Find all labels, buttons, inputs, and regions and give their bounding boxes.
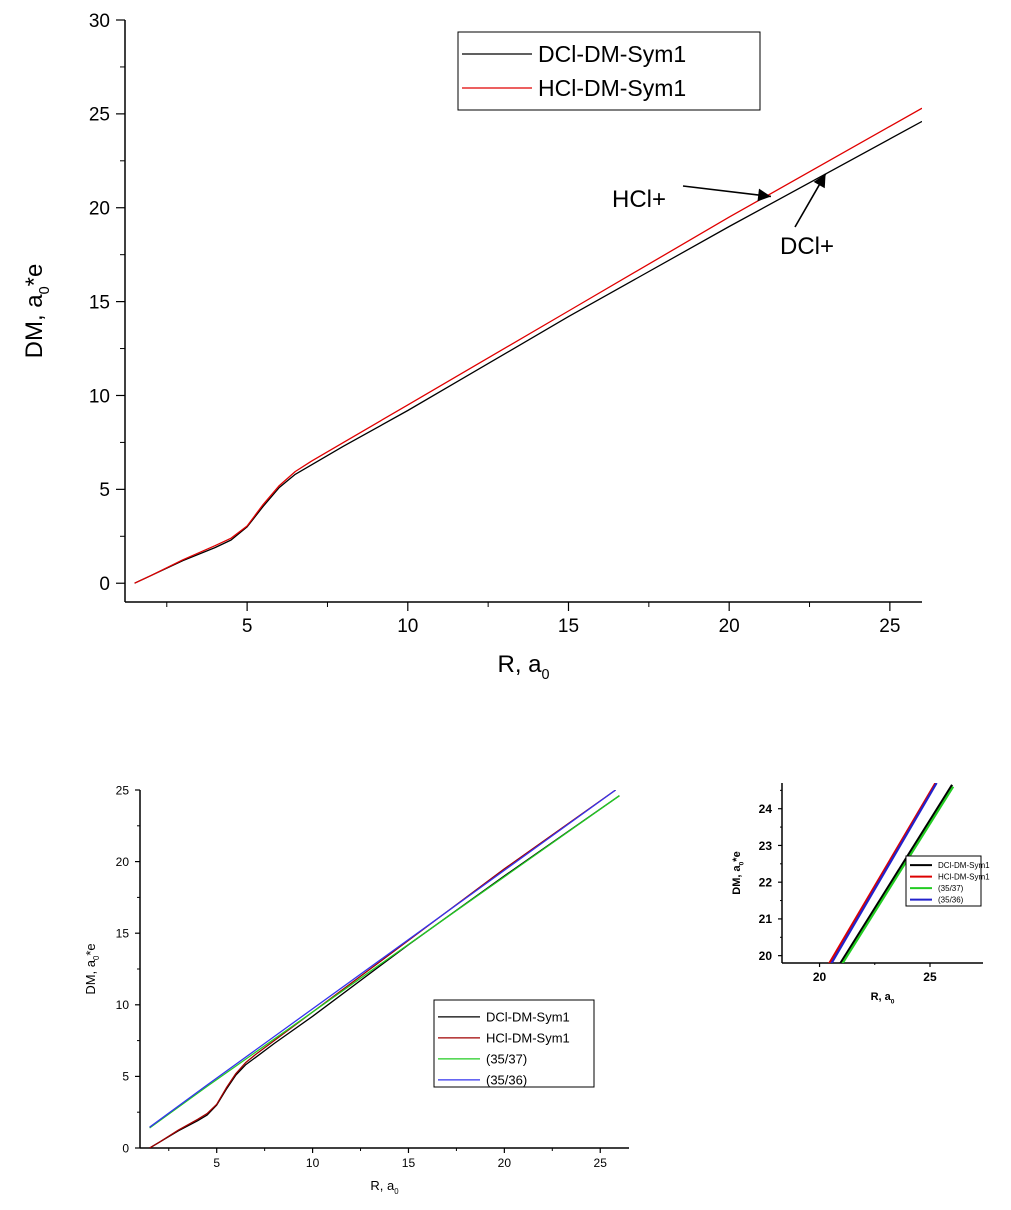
- x-tick-label: 20: [813, 970, 827, 984]
- plot-area: [134, 107, 922, 584]
- x-tick-label: 5: [213, 1156, 220, 1170]
- x-tick-label: 10: [306, 1156, 320, 1170]
- legend-box: [457, 31, 761, 111]
- legend-label: HCl-DM-Sym1: [486, 1030, 570, 1045]
- series-line-1: [134, 107, 922, 584]
- series-line-1: [828, 783, 937, 963]
- x-axis-label: R, a0: [497, 651, 549, 683]
- x-tick-label: 25: [594, 1156, 608, 1170]
- series-line-0: [134, 120, 922, 584]
- series-line-2: [149, 795, 620, 1129]
- y-tick-label: 25: [116, 783, 130, 797]
- legend-label: DCl-DM-Sym1: [938, 861, 990, 870]
- x-axis-label: R, a0: [871, 991, 895, 1005]
- y-axis-label: DM, a0*e: [21, 264, 53, 359]
- plot-area: [828, 783, 955, 963]
- x-tick-label: 20: [498, 1156, 512, 1170]
- legend: DCl-DM-Sym1 HCl-DM-Sym1 (35/37) (35/36): [905, 855, 990, 907]
- y-axis-label-rest: *e: [731, 851, 743, 861]
- legend: DCl-DM-Sym1 HCl-DM-Sym1 (35/37) (35/36): [433, 999, 595, 1088]
- y-axis-label: DM, a0*e: [83, 943, 101, 994]
- y-tick-label: 20: [759, 949, 773, 963]
- series-line-0: [839, 784, 954, 963]
- y-tick-label: 30: [89, 11, 110, 32]
- legend-label: DCl-DM-Sym1: [486, 1009, 570, 1024]
- series-line-0: [149, 795, 620, 1148]
- y-axis-label-sub: 0: [92, 955, 101, 960]
- y-axis-label-main: DM, a: [83, 959, 98, 994]
- y-axis-label-rest: *e: [21, 264, 48, 287]
- x-axis-label-sub: 0: [394, 1187, 399, 1196]
- y-tick-label: 10: [89, 386, 110, 407]
- y-axis-label-main: DM, a: [731, 864, 743, 894]
- legend-label: DCl-DM-Sym1: [538, 41, 686, 67]
- legend-label: HCl-DM-Sym1: [538, 75, 686, 101]
- legend-label: (35/36): [938, 895, 964, 904]
- legend-label: (35/37): [486, 1051, 527, 1066]
- y-tick-label: 0: [99, 574, 110, 595]
- y-tick-label: 20: [116, 855, 130, 869]
- y-axis-label-rest: *e: [83, 943, 98, 955]
- legend-label: HCl-DM-Sym1: [938, 872, 990, 881]
- x-axis-label-sub: 0: [542, 667, 550, 683]
- annotation-label: DCl+: [780, 233, 834, 260]
- x-tick-label: 15: [558, 616, 579, 637]
- legend-label: (35/36): [486, 1072, 527, 1087]
- y-axis-label-sub: 0: [37, 286, 53, 294]
- series-line-3: [149, 790, 616, 1128]
- annotation-label: HCl+: [612, 186, 666, 213]
- x-tick-label: 15: [402, 1156, 416, 1170]
- y-tick-label: 15: [116, 927, 130, 941]
- x-tick-label: 25: [923, 970, 937, 984]
- x-tick-label: 5: [242, 616, 253, 637]
- x-tick-label: 25: [879, 616, 900, 637]
- y-tick-label: 23: [759, 839, 773, 853]
- y-axis-label-main: DM, a: [21, 294, 48, 359]
- series-line-2: [841, 786, 955, 963]
- plot-area: [149, 790, 620, 1148]
- y-tick-label: 21: [759, 912, 773, 926]
- y-axis-label-sub: 0: [738, 861, 745, 865]
- x-axis-label-main: R, a: [497, 651, 542, 678]
- y-tick-label: 25: [89, 105, 110, 126]
- x-axis-label-main: R, a: [871, 991, 892, 1003]
- y-tick-label: 20: [89, 199, 110, 220]
- y-tick-label: 24: [759, 802, 773, 816]
- y-tick-label: 5: [99, 480, 110, 501]
- legend-box: [433, 999, 595, 1088]
- x-tick-label: 20: [719, 616, 740, 637]
- x-tick-label: 10: [397, 616, 418, 637]
- annotation-arrow-head: [813, 173, 826, 189]
- legend: DCl-DM-Sym1 HCl-DM-Sym1: [457, 31, 761, 111]
- y-tick-label: 15: [89, 292, 110, 313]
- y-tick-label: 22: [759, 876, 773, 890]
- y-tick-label: 5: [122, 1070, 129, 1084]
- y-tick-label: 10: [116, 998, 130, 1012]
- x-axis-label-main: R, a: [370, 1178, 395, 1193]
- annotation-arrow-head: [757, 188, 771, 202]
- y-axis-label: DM, a0*e: [731, 851, 745, 894]
- legend-label: (35/37): [938, 884, 964, 893]
- series-line-3: [830, 783, 938, 963]
- annotation-arrow-line: [682, 185, 772, 198]
- x-axis-label: R, a0: [370, 1178, 399, 1196]
- x-axis-label-sub: 0: [891, 998, 895, 1005]
- y-tick-label: 0: [122, 1141, 129, 1155]
- series-line-1: [149, 790, 616, 1148]
